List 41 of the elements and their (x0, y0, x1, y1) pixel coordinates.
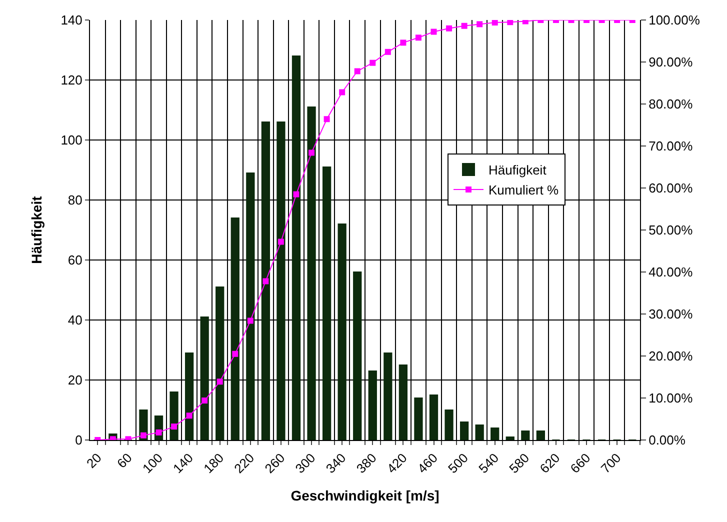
y2-tick-label: 100.00% (648, 12, 700, 28)
y2-tick-label: 40.00% (648, 264, 694, 280)
x-tick-label: 340 (322, 450, 349, 476)
legend-label: Kumuliert % (488, 182, 560, 198)
x-tick-label: 180 (200, 450, 227, 476)
y2-tick-label: 90.00% (648, 54, 694, 70)
y2-tick-label: 60.00% (648, 180, 694, 196)
x-tick-label: 100 (140, 450, 166, 476)
y2-tick-label: 20.00% (648, 348, 694, 364)
y-tick-label: 140 (60, 12, 82, 28)
y-axis-title: Häufigkeit (28, 196, 44, 264)
x-tick-label: 20 (84, 450, 104, 472)
x-axis-title: Geschwindigkeit [m/s] (290, 487, 440, 504)
x-tick-label: 140 (170, 450, 196, 476)
y-tick-label: 80 (68, 192, 82, 208)
y2-tick-label: 0.00% (648, 432, 686, 448)
y2-tick-label: 80.00% (648, 96, 694, 112)
x-tick-label: 700 (598, 450, 624, 476)
y-tick-label: 100 (60, 132, 82, 148)
y-tick-label: 60 (68, 252, 82, 268)
x-tick-label: 540 (476, 450, 502, 476)
x-tick-label: 220 (231, 450, 258, 476)
x-tick-label: 300 (292, 450, 318, 476)
y2-tick-label: 70.00% (648, 138, 694, 154)
x-tick-label: 380 (353, 450, 380, 476)
x-tick-label: 260 (262, 450, 288, 476)
y-tick-label: 40 (68, 312, 82, 328)
x-tick-label: 460 (414, 450, 440, 476)
y2-tick-label: 30.00% (648, 306, 694, 322)
y2-tick-label: 10.00% (648, 390, 694, 406)
x-tick-label: 580 (506, 450, 532, 476)
x-tick-label: 500 (445, 450, 472, 476)
y2-tick-label: 50.00% (648, 222, 694, 238)
x-tick-label: 660 (567, 450, 594, 476)
y-tick-label: 20 (68, 372, 82, 388)
x-tick-label: 60 (114, 450, 135, 472)
legend-label: Häufigkeit (488, 162, 547, 178)
y-tick-label: 0 (75, 432, 82, 448)
x-tick-label: 620 (536, 450, 563, 476)
y-tick-label: 120 (60, 72, 82, 88)
x-tick-label: 420 (384, 450, 410, 476)
